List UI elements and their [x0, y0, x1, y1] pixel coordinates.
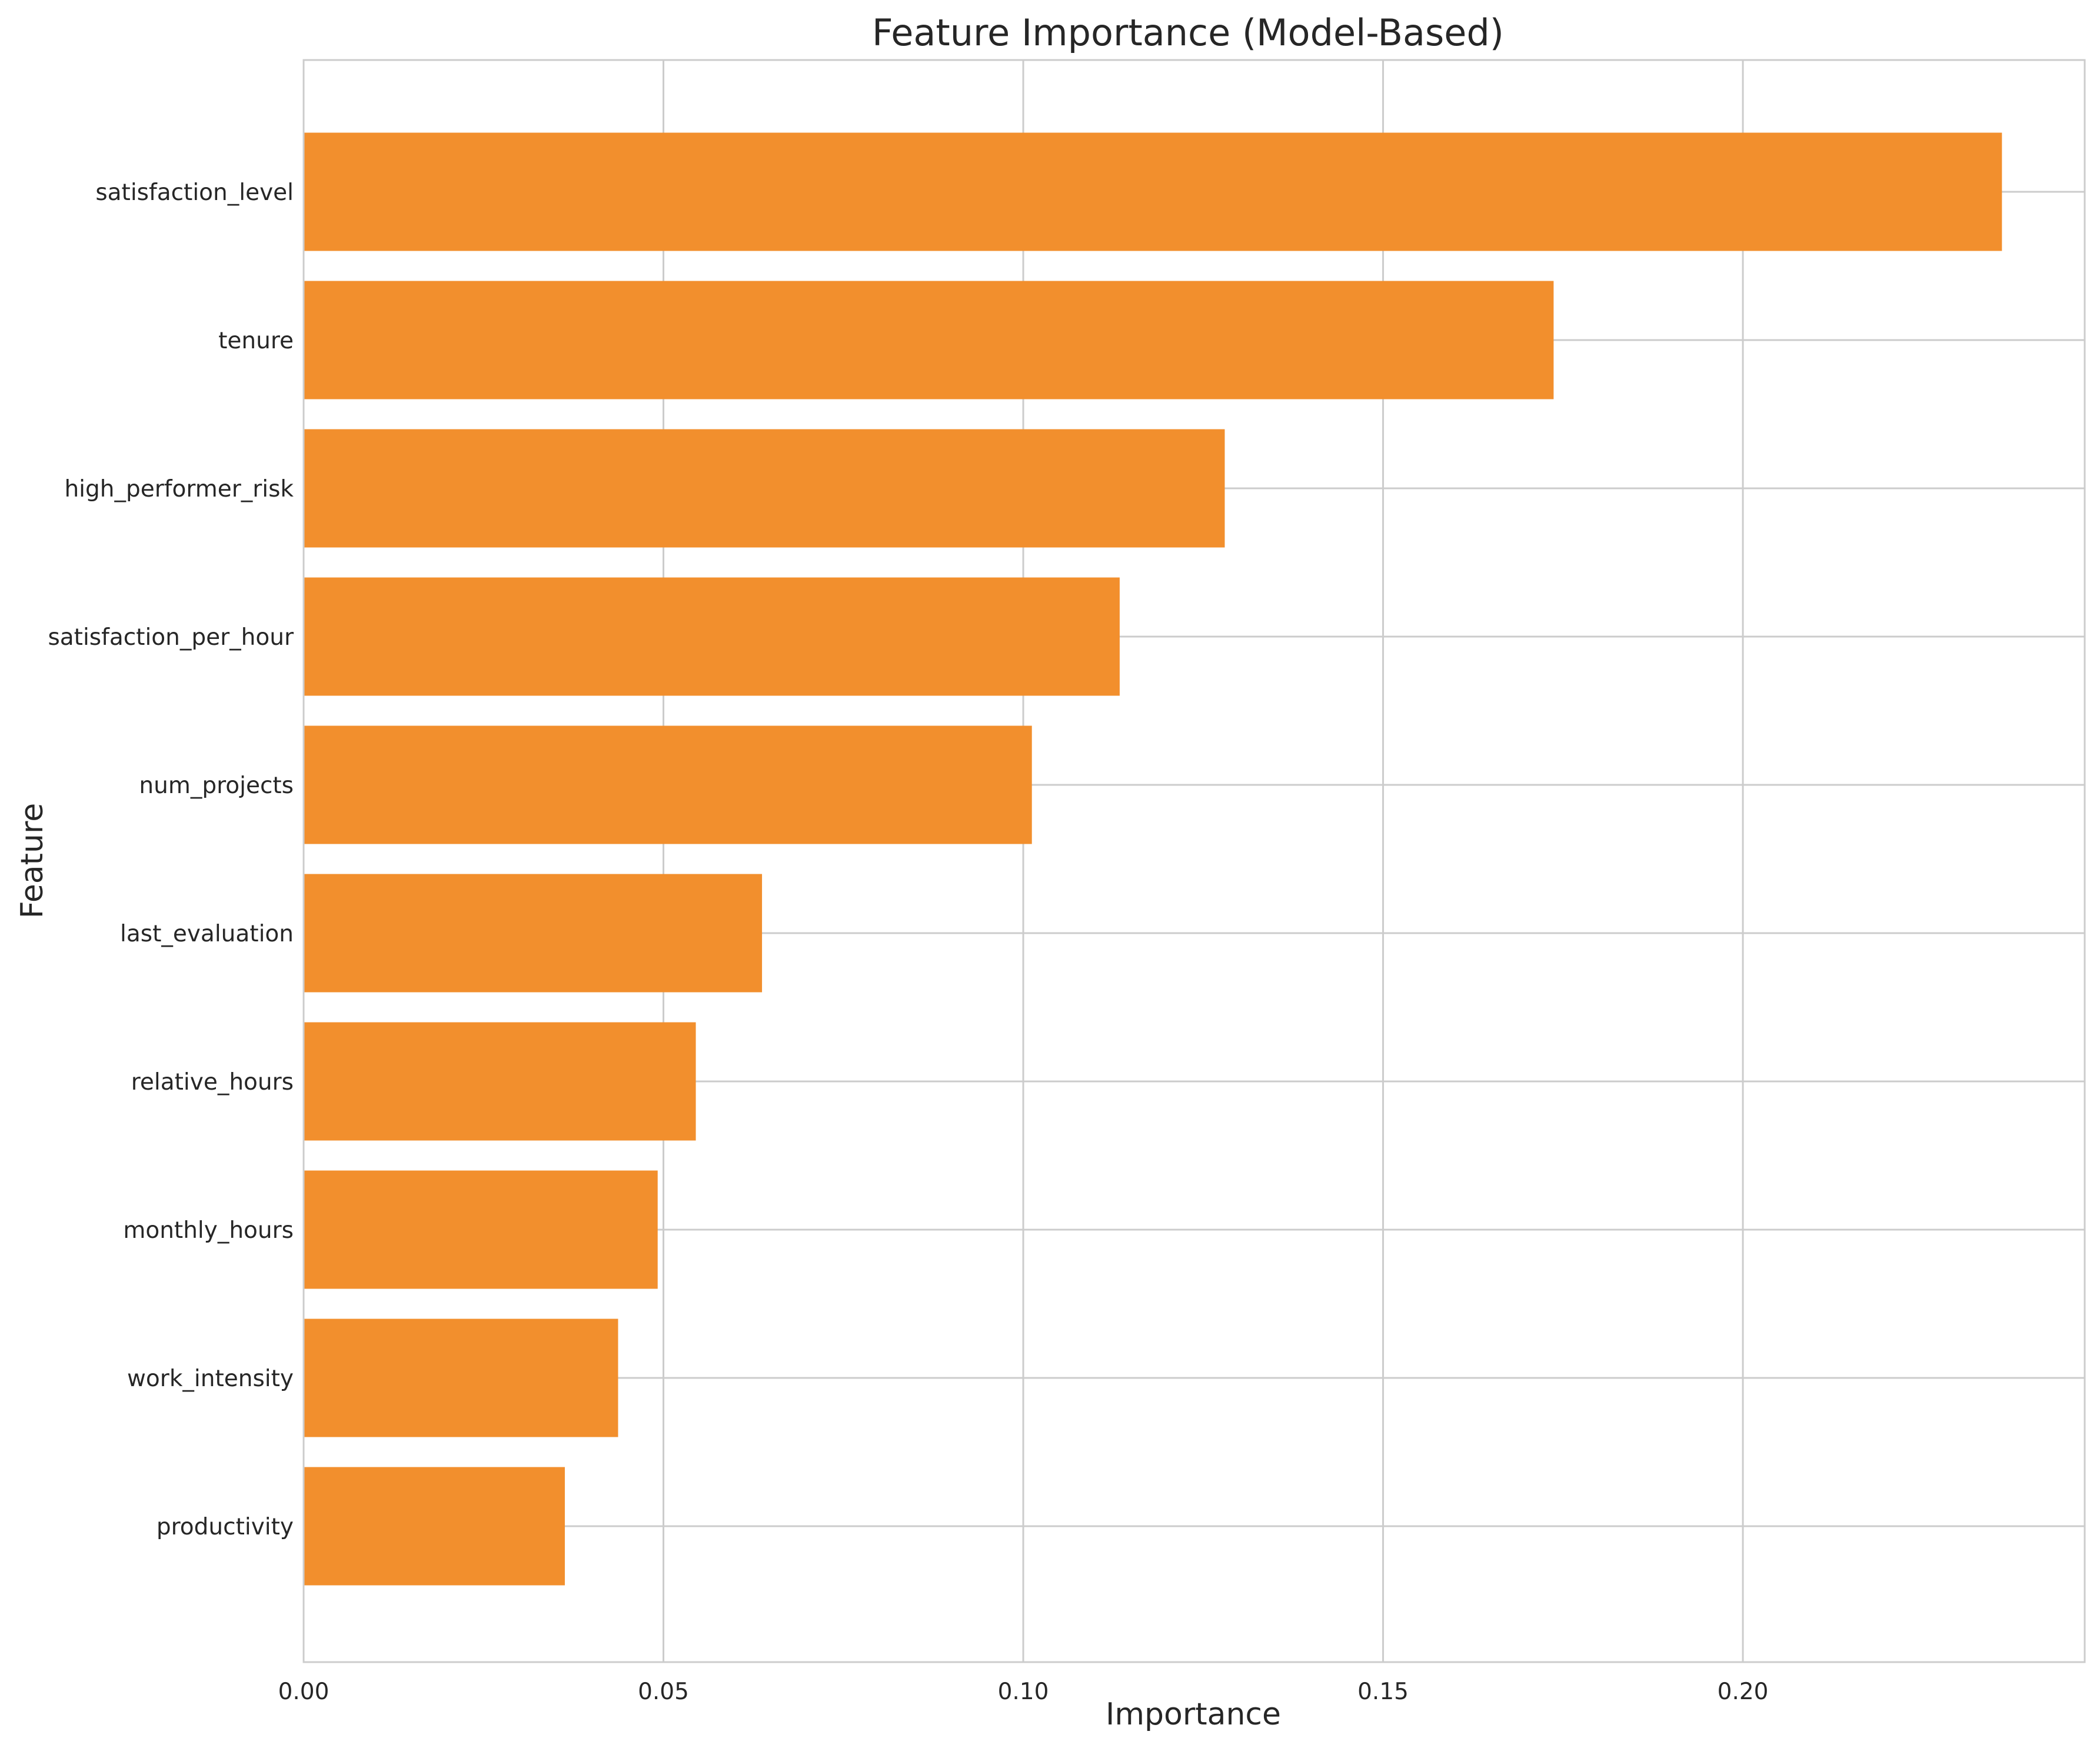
bar-last-evaluation — [304, 874, 763, 993]
x-tick-label: 0.20 — [1718, 1679, 1769, 1705]
bar-high-performer-risk — [304, 429, 1225, 548]
x-tick-label: 0.05 — [638, 1679, 689, 1705]
x-tick-label: 0.15 — [1357, 1679, 1409, 1705]
plot-frame — [302, 59, 2086, 1663]
bar-monthly-hours — [304, 1170, 658, 1289]
y-tick-label: num_projects — [139, 773, 294, 799]
y-axis-label: Feature — [15, 803, 50, 919]
y-tick-label: monthly_hours — [123, 1217, 294, 1244]
x-tick-label: 0.10 — [998, 1679, 1049, 1705]
bar-relative-hours — [304, 1022, 696, 1141]
bar-productivity — [304, 1467, 565, 1586]
y-tick-label: relative_hours — [131, 1069, 294, 1096]
bar-satisfaction-level — [304, 132, 2002, 251]
y-tick-label: work_intensity — [127, 1366, 294, 1392]
bar-work-intensity — [304, 1319, 618, 1437]
x-tick-label: 0.00 — [278, 1679, 330, 1705]
y-tick-label: tenure — [218, 328, 294, 354]
bar-satisfaction-per-hour — [304, 577, 1120, 696]
bar-num-projects — [304, 725, 1032, 844]
bar-tenure — [304, 281, 1554, 399]
y-tick-label: productivity — [157, 1514, 294, 1540]
x-tick-labels: 0.00 0.05 0.10 0.15 0.20 — [278, 1679, 1769, 1705]
y-tick-label: last_evaluation — [120, 921, 294, 947]
y-tick-label: satisfaction_level — [95, 179, 294, 206]
y-tick-label: satisfaction_per_hour — [48, 624, 294, 651]
bars — [304, 132, 2002, 1586]
y-tick-label: high_performer_risk — [64, 476, 294, 502]
x-axis-label: Importance — [1106, 1697, 1281, 1732]
chart-title: Feature Importance (Model-Based) — [872, 11, 1504, 54]
